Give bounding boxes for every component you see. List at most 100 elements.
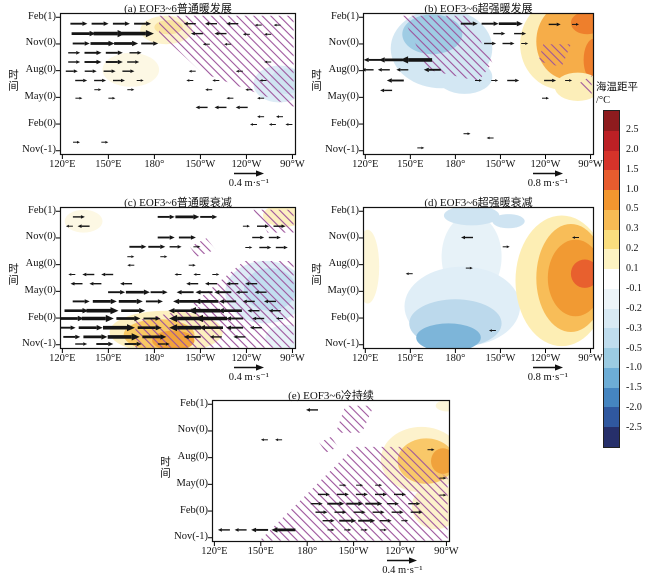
panel-b-title: (b) EOF3~6超强暖发展 <box>424 3 533 15</box>
time-axis-label: 时间 <box>159 456 170 479</box>
y-tick-label: Feb(0) <box>28 117 56 129</box>
y-tick-label: May(0) <box>24 90 57 102</box>
x-tick-label: 180° <box>144 159 165 170</box>
colorbar-segment <box>604 348 619 368</box>
x-tick-label: 120°W <box>231 353 262 364</box>
colorbar-tick-label: -1.0 <box>626 362 642 374</box>
x-tick-label: 90°W <box>578 353 603 364</box>
colorbar-segment <box>604 150 619 171</box>
y-tick-label: May(0) <box>327 90 360 102</box>
colorbar-segment <box>604 209 619 230</box>
colorbar-segment <box>604 367 619 388</box>
time-axis-label: 时间 <box>310 263 321 286</box>
vector-scale-arrow-icon <box>387 557 418 564</box>
y-tick-label: Nov(-1) <box>325 338 359 350</box>
y-tick-label: Aug(0) <box>177 451 208 463</box>
colorbar-segment <box>604 427 619 447</box>
panel-d-plot <box>359 206 595 353</box>
y-tick-label: Nov(0) <box>177 424 208 436</box>
colorbar-segment <box>604 407 619 427</box>
y-tick-label: Feb(1) <box>28 204 56 216</box>
y-tick-label: Aug(0) <box>25 258 56 270</box>
wind-vectors <box>405 235 579 332</box>
time-axis-label: 时间 <box>7 263 18 286</box>
y-tick-label: Nov(0) <box>328 37 359 49</box>
time-axis-label: 时间 <box>310 69 321 92</box>
colorbar-tick-label: 0.1 <box>626 263 639 275</box>
y-tick-label: Nov(-1) <box>22 338 56 350</box>
y-tick-label: Feb(1) <box>180 397 208 409</box>
significance-hatching <box>159 15 294 107</box>
x-tick-label: 150°E <box>397 159 424 170</box>
colorbar-segment <box>604 170 619 190</box>
y-tick-label: Feb(0) <box>28 311 56 323</box>
wind-vectors <box>60 214 288 347</box>
x-tick-label: 120°W <box>385 546 415 557</box>
colorbar-tick-label: -0.1 <box>626 282 642 294</box>
y-tick-label: May(0) <box>24 284 57 296</box>
x-tick-label: 150°W <box>338 546 369 557</box>
colorbar-segment <box>604 269 619 289</box>
vector-scale: 0.4 m·s⁻¹ <box>209 169 289 190</box>
vector-scale-label: 0.4 m·s⁻¹ <box>382 565 423 576</box>
colorbar-tick-label: -2.5 <box>626 422 642 434</box>
vector-scale-label: 0.4 m·s⁻¹ <box>228 372 269 383</box>
x-tick-label: 150°W <box>185 159 216 170</box>
colorbar-tick-label: 2.5 <box>626 123 639 135</box>
colorbar-tick-label: 1.0 <box>626 183 639 195</box>
colorbar-tick-label: -0.2 <box>626 302 642 314</box>
vector-scale-label: 0.8 m·s⁻¹ <box>527 372 568 383</box>
colorbar-tick-label: -0.3 <box>626 322 642 334</box>
x-tick-label: 180° <box>445 353 466 364</box>
colorbar-segment <box>604 387 619 408</box>
colorbar-segment <box>604 130 619 151</box>
y-tick-label: Feb(0) <box>180 504 208 516</box>
y-tick-label: Nov(0) <box>328 231 359 243</box>
colorbar <box>603 110 620 448</box>
panel-b-plot <box>359 12 595 159</box>
colorbar-segment <box>604 308 619 329</box>
y-tick-label: Nov(-1) <box>174 531 208 543</box>
colorbar-segment <box>604 229 619 250</box>
significance-hatching <box>402 15 592 99</box>
y-tick-label: Nov(-1) <box>325 144 359 156</box>
x-tick-label: 180° <box>144 353 165 364</box>
x-tick-label: 150°E <box>95 353 122 364</box>
colorbar-segment <box>604 288 619 309</box>
y-tick-label: May(0) <box>327 284 360 296</box>
x-tick-label: 120°E <box>49 159 76 170</box>
x-tick-label: 120°W <box>530 159 561 170</box>
vector-scale: 0.4 m·s⁻¹ <box>209 363 289 384</box>
colorbar-segment <box>604 190 619 210</box>
x-tick-label: 120°W <box>530 353 561 364</box>
x-tick-label: 90°W <box>280 159 305 170</box>
colorbar-tick-label: 0.3 <box>626 223 639 235</box>
panel-c-title: (c) EOF3~6普通暖衰减 <box>124 197 232 209</box>
vector-scale-arrow-icon <box>532 170 563 177</box>
colorbar-tick-label: 2.0 <box>626 143 639 155</box>
x-tick-label: 150°W <box>485 159 516 170</box>
colorbar-segment <box>604 328 619 348</box>
y-tick-label: Feb(0) <box>331 117 359 129</box>
x-tick-label: 180° <box>297 546 318 557</box>
x-tick-label: 180° <box>445 159 466 170</box>
x-tick-label: 120°E <box>352 353 379 364</box>
x-tick-label: 90°W <box>578 159 603 170</box>
x-tick-label: 120°E <box>201 546 228 557</box>
x-tick-label: 90°W <box>434 546 459 557</box>
x-tick-label: 150°W <box>185 353 216 364</box>
y-tick-label: Aug(0) <box>25 64 56 76</box>
vector-scale: 0.8 m·s⁻¹ <box>508 169 588 190</box>
panel-c-plot <box>56 206 297 353</box>
y-tick-label: May(0) <box>176 477 209 489</box>
y-tick-label: Aug(0) <box>328 64 359 76</box>
time-axis-label: 时间 <box>7 69 18 92</box>
colorbar-title-line: 海温距平 <box>596 82 638 93</box>
vector-scale-arrow-icon <box>233 170 264 177</box>
y-tick-label: Aug(0) <box>328 258 359 270</box>
x-tick-label: 150°W <box>485 353 516 364</box>
x-tick-label: 150°E <box>247 546 274 557</box>
x-tick-label: 120°E <box>352 159 379 170</box>
y-tick-label: Feb(1) <box>331 10 359 22</box>
